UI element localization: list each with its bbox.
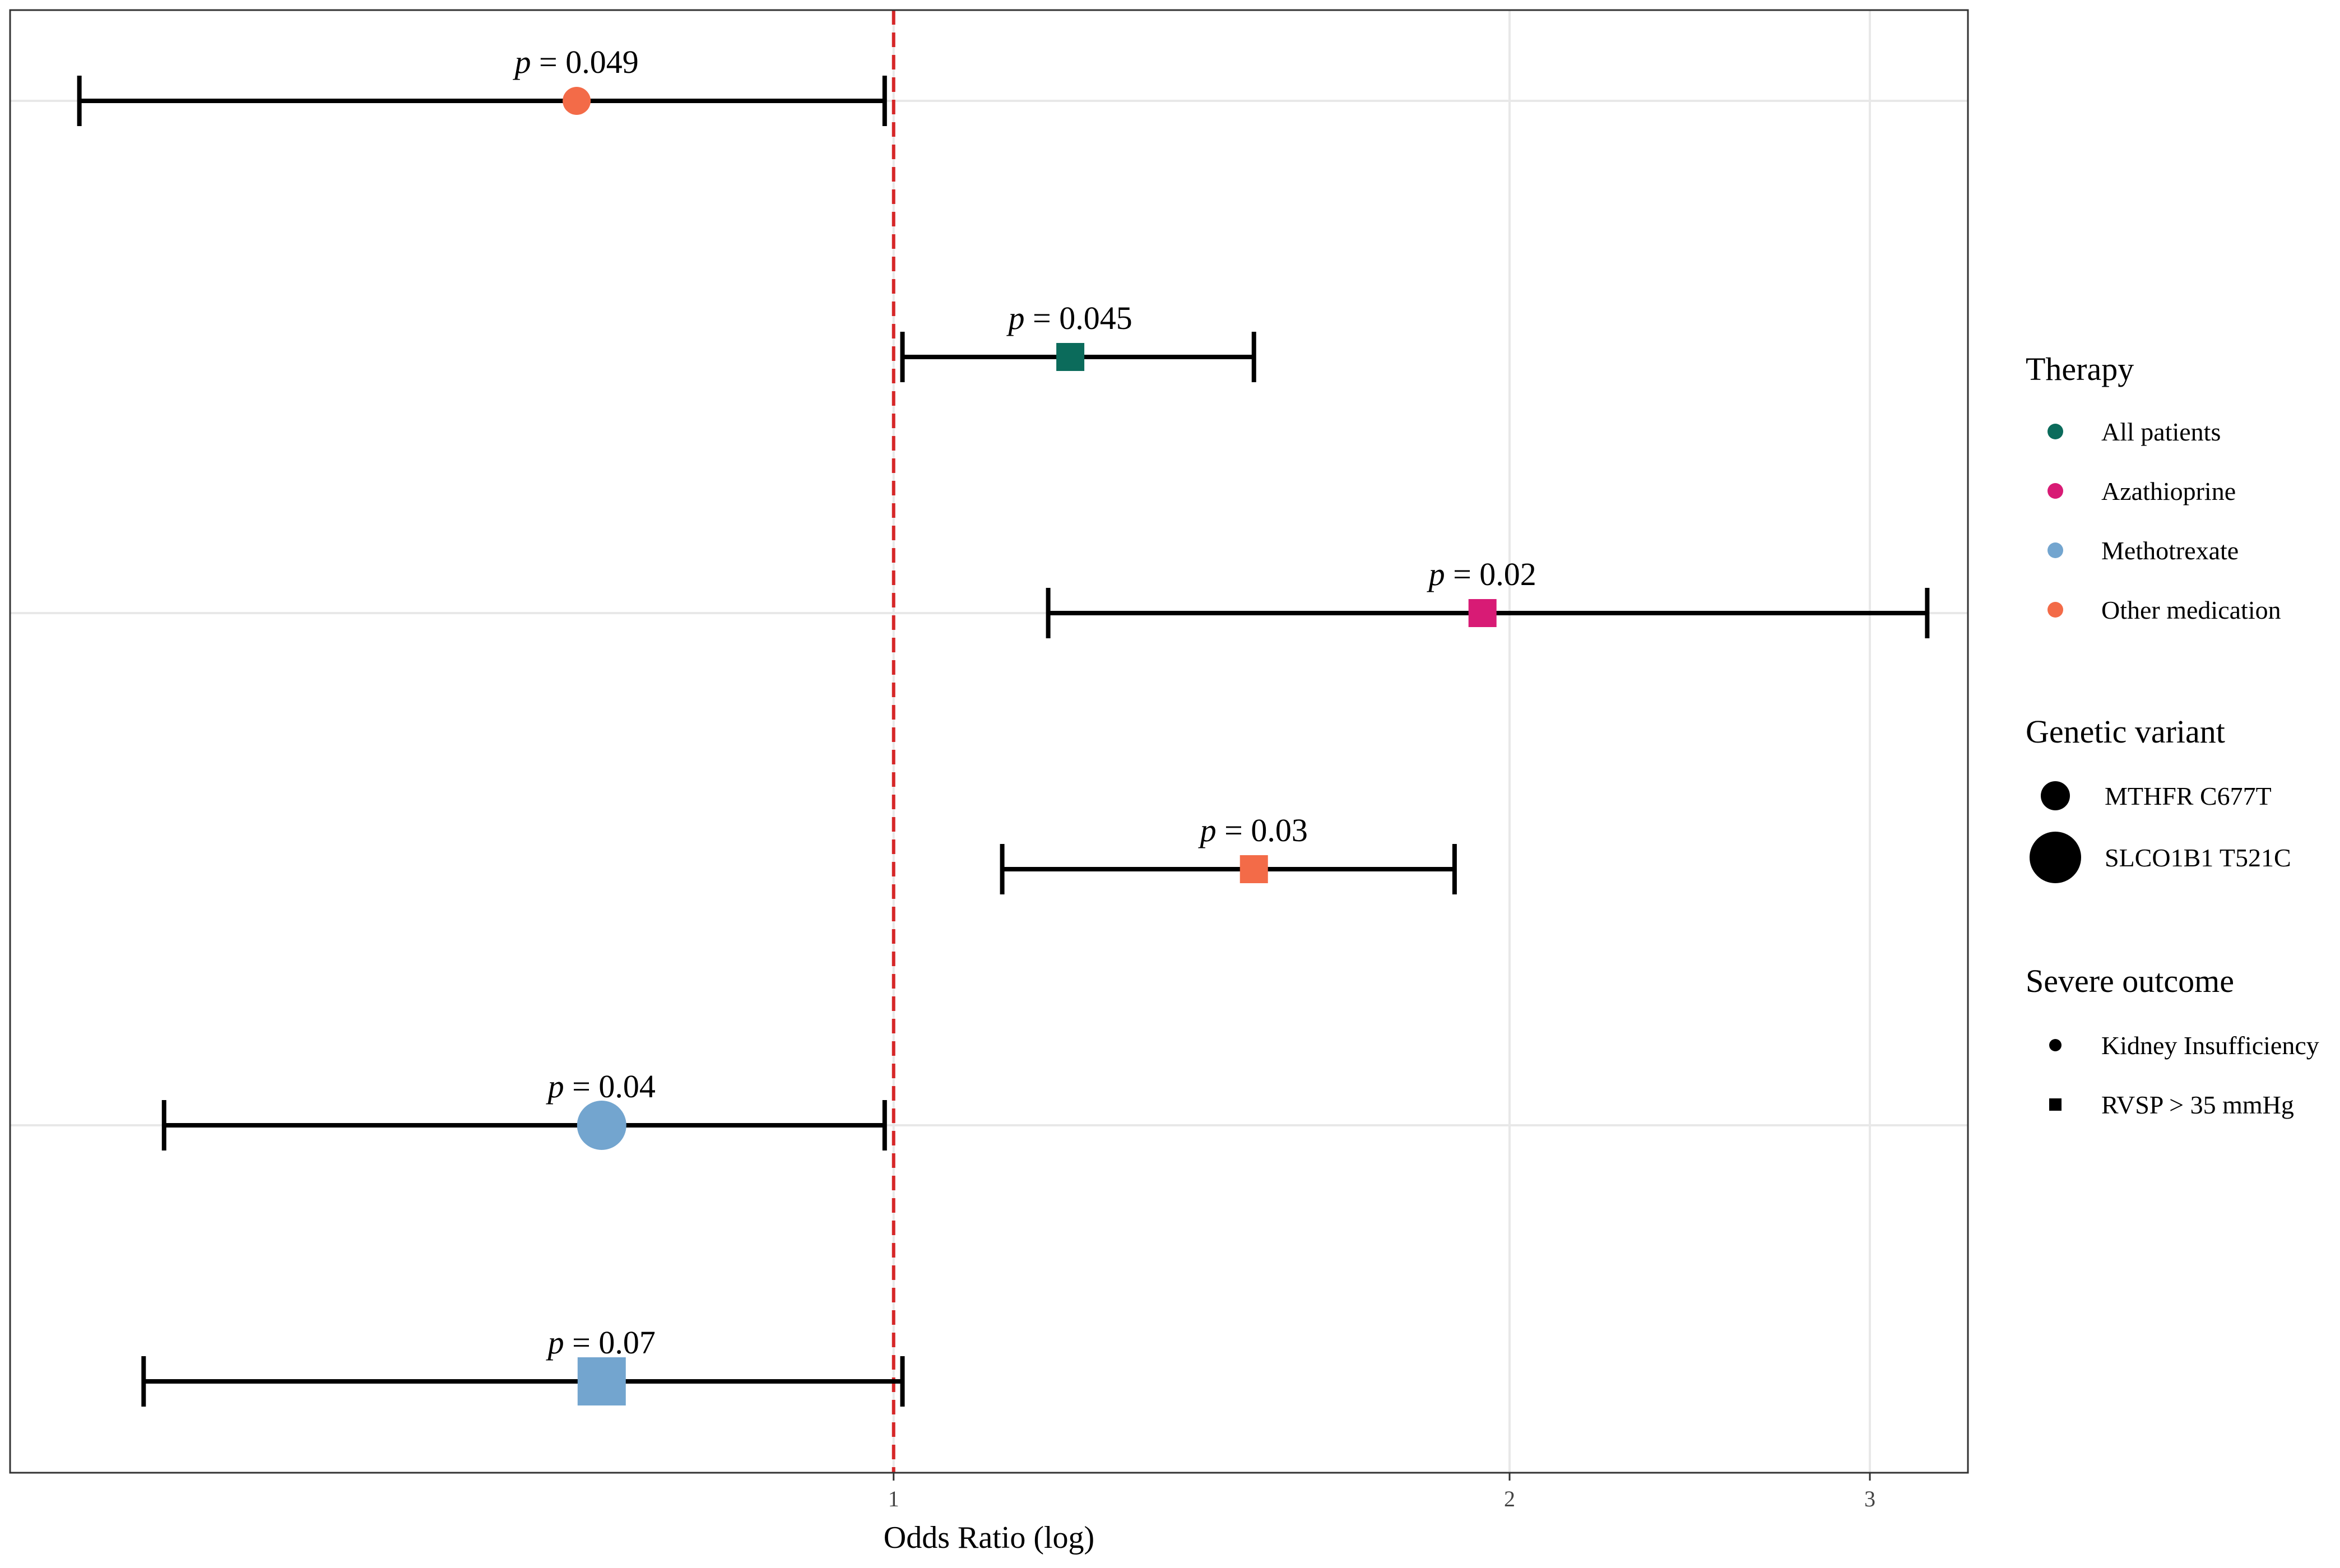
- p-value-label: p = 0.045: [1006, 300, 1132, 336]
- p-symbol: p: [546, 1068, 564, 1105]
- row-5: p = 0.04: [161, 1068, 887, 1151]
- x-axis: 1 2 3: [888, 1473, 1875, 1511]
- legend-outcome-key-1: [2049, 1039, 2062, 1051]
- p-value-label: p = 0.02: [1427, 556, 1536, 592]
- legend-variant-key-1: [2041, 781, 2070, 810]
- legend-therapy-key-4: [2047, 602, 2063, 618]
- row-2: p = 0.045: [900, 300, 1256, 382]
- row-1: p = 0.049: [77, 44, 887, 126]
- x-tick-label-2: 2: [1504, 1486, 1515, 1511]
- p-value-label: p = 0.03: [1198, 812, 1308, 848]
- x-axis-title: Odds Ratio (log): [884, 1520, 1094, 1555]
- legend-therapy-label-3: Methotrexate: [2101, 536, 2239, 565]
- point-circle: [563, 87, 591, 115]
- p-value-label: p = 0.07: [546, 1324, 656, 1361]
- legend-therapy-label-1: All patients: [2101, 417, 2221, 446]
- p-symbol: p: [1006, 300, 1024, 336]
- row-3: p = 0.02: [1046, 556, 1930, 638]
- legend-therapy-label-2: Azathioprine: [2101, 477, 2236, 505]
- legend-outcome-label-2: RVSP > 35 mmHg: [2101, 1091, 2294, 1119]
- x-tick-label-3: 3: [1864, 1486, 1875, 1511]
- p-value-text: = 0.07: [564, 1324, 656, 1361]
- point-square: [1239, 855, 1268, 883]
- panel-border: [9, 9, 1969, 1474]
- p-value-label: p = 0.04: [546, 1068, 656, 1105]
- point-square: [577, 1357, 626, 1405]
- row-4: p = 0.03: [1000, 812, 1457, 894]
- grid-lines: [10, 10, 1968, 1473]
- p-symbol: p: [546, 1324, 564, 1361]
- legend-therapy-label-4: Other medication: [2101, 596, 2281, 624]
- p-value-label: p = 0.049: [513, 44, 639, 80]
- p-symbol: p: [513, 44, 531, 80]
- p-value-text: = 0.03: [1217, 812, 1308, 848]
- p-value-text: = 0.049: [531, 44, 639, 80]
- legend-variant-key-2: [2030, 832, 2081, 883]
- point-circle: [577, 1101, 626, 1150]
- legend: Therapy All patients Azathioprine Methotrex…: [2026, 351, 2319, 1119]
- legend-therapy-key-3: [2047, 542, 2063, 558]
- point-square: [1056, 343, 1085, 371]
- x-tick-label-1: 1: [888, 1486, 899, 1511]
- legend-therapy-key-1: [2047, 424, 2063, 439]
- p-value-text: = 0.02: [1445, 556, 1536, 592]
- legend-outcome-key-2: [2049, 1098, 2062, 1111]
- legend-outcome-label-1: Kidney Insufficiency: [2101, 1031, 2319, 1060]
- p-value-text: = 0.04: [564, 1068, 656, 1105]
- legend-outcome-title: Severe outcome: [2026, 963, 2234, 999]
- p-symbol: p: [1198, 812, 1217, 848]
- legend-therapy-key-2: [2047, 483, 2063, 499]
- row-6: p = 0.07: [141, 1324, 905, 1407]
- legend-variant-label-2: SLCO1B1 T521C: [2105, 843, 2291, 872]
- point-square: [1468, 599, 1497, 627]
- legend-variant-label-1: MTHFR C677T: [2105, 782, 2272, 810]
- p-value-text: = 0.045: [1024, 300, 1132, 336]
- legend-therapy-title: Therapy: [2026, 351, 2134, 387]
- legend-variant-title: Genetic variant: [2026, 713, 2225, 750]
- p-symbol: p: [1427, 556, 1445, 592]
